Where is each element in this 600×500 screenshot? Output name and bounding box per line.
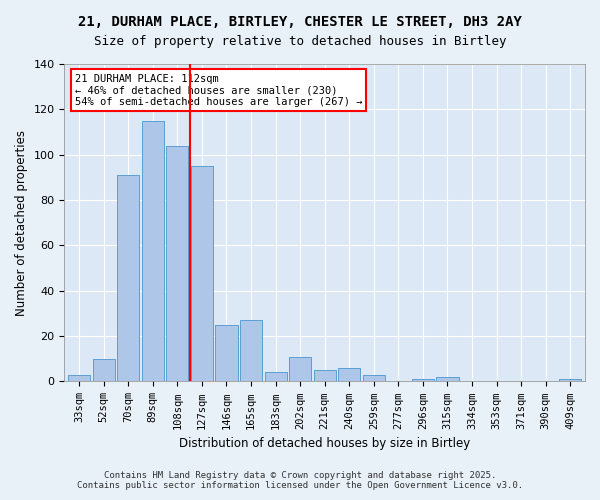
Bar xyxy=(215,325,238,382)
Bar xyxy=(412,379,434,382)
Bar xyxy=(142,120,164,382)
Bar xyxy=(363,374,385,382)
Bar xyxy=(436,377,458,382)
Bar xyxy=(68,374,90,382)
Bar xyxy=(92,359,115,382)
Bar xyxy=(289,356,311,382)
X-axis label: Distribution of detached houses by size in Birtley: Distribution of detached houses by size … xyxy=(179,437,470,450)
Text: Size of property relative to detached houses in Birtley: Size of property relative to detached ho… xyxy=(94,35,506,48)
Bar xyxy=(314,370,336,382)
Text: 21 DURHAM PLACE: 112sqm
← 46% of detached houses are smaller (230)
54% of semi-d: 21 DURHAM PLACE: 112sqm ← 46% of detache… xyxy=(75,74,362,106)
Bar xyxy=(191,166,213,382)
Bar xyxy=(166,146,188,382)
Bar xyxy=(559,379,581,382)
Bar xyxy=(265,372,287,382)
Text: 21, DURHAM PLACE, BIRTLEY, CHESTER LE STREET, DH3 2AY: 21, DURHAM PLACE, BIRTLEY, CHESTER LE ST… xyxy=(78,15,522,29)
Y-axis label: Number of detached properties: Number of detached properties xyxy=(15,130,28,316)
Bar xyxy=(240,320,262,382)
Text: Contains HM Land Registry data © Crown copyright and database right 2025.
Contai: Contains HM Land Registry data © Crown c… xyxy=(77,470,523,490)
Bar xyxy=(338,368,361,382)
Bar xyxy=(117,175,139,382)
